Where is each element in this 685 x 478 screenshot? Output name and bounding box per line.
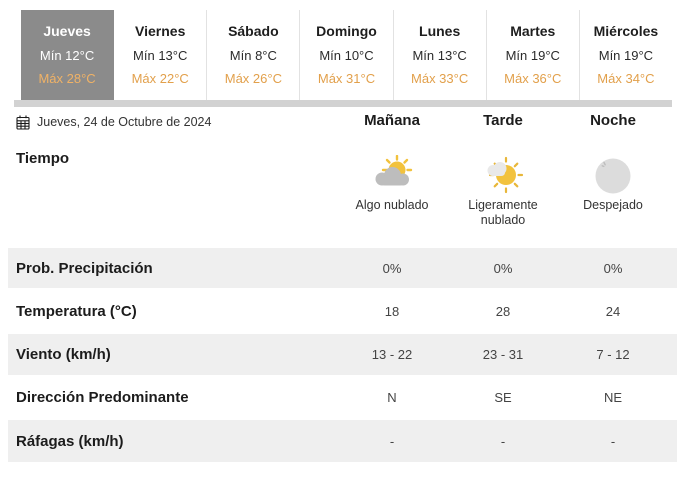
- value-cell: 0%: [603, 260, 623, 276]
- tab-min-temp: Mín 13°C: [133, 47, 188, 63]
- value-cell: -: [389, 433, 395, 449]
- tab-max-temp: Máx 34°C: [597, 71, 655, 86]
- row-prob-precipitacion: Prob. Precipitación 0% 0% 0%: [8, 248, 677, 288]
- sun-small-cloud-icon: [451, 155, 555, 195]
- value-cell: NE: [603, 390, 623, 405]
- condition-label: Algo nublado: [355, 198, 429, 212]
- row-label: Prob. Precipitación: [16, 259, 153, 277]
- selected-date-text: Jueves, 24 de Octubre de 2024: [37, 115, 212, 129]
- tab-min-temp: Mín 8°C: [229, 47, 277, 63]
- value-cell: 13 - 22: [371, 347, 413, 362]
- tab-day-label: Martes: [510, 23, 556, 39]
- tiempo-row-label: Tiempo: [16, 150, 70, 167]
- tab-lunes[interactable]: Lunes Mín 13°C Máx 33°C: [393, 10, 487, 100]
- tab-min-temp: Mín 19°C: [505, 47, 560, 63]
- value-cell: 23 - 31: [482, 347, 524, 362]
- value-cell: 7 - 12: [596, 347, 630, 362]
- tab-max-temp: Máx 36°C: [504, 71, 562, 86]
- tab-min-temp: Mín 10°C: [319, 47, 374, 63]
- tab-miercoles[interactable]: Miércoles Mín 19°C Máx 34°C: [579, 10, 672, 100]
- row-rafagas: Ráfagas (km/h) - - -: [8, 420, 677, 462]
- tab-strip-divider: [14, 100, 672, 107]
- value-cell: 0%: [493, 260, 513, 276]
- value-cell: 24: [605, 303, 621, 319]
- tab-min-temp: Mín 19°C: [598, 47, 654, 63]
- tab-min-temp: Mín 12°C: [39, 47, 95, 63]
- tab-max-temp: Máx 22°C: [131, 71, 189, 86]
- value-cell: 28: [495, 303, 511, 319]
- row-direccion-predominante: Dirección Predominante N SE NE: [8, 377, 677, 418]
- col-header-noche: Noche: [590, 112, 636, 129]
- condition-tarde: Ligeramente nublado: [451, 155, 555, 228]
- tab-sabado[interactable]: Sábado Mín 8°C Máx 26°C: [207, 10, 301, 100]
- sun-behind-cloud-icon: [340, 155, 444, 195]
- value-cell: 0%: [382, 260, 402, 276]
- tab-max-temp: Máx 31°C: [317, 71, 376, 86]
- tab-martes[interactable]: Martes Mín 19°C Máx 36°C: [486, 10, 580, 100]
- tab-day-label: Viernes: [135, 23, 186, 39]
- tab-viernes[interactable]: Viernes Mín 13°C Máx 22°C: [114, 10, 208, 100]
- tab-max-temp: Máx 26°C: [224, 71, 282, 86]
- tab-domingo[interactable]: Domingo Mín 10°C Máx 31°C: [300, 10, 394, 100]
- tab-max-temp: Máx 28°C: [38, 71, 96, 86]
- tab-day-label: Lunes: [419, 23, 461, 39]
- tab-day-label: Miércoles: [593, 23, 659, 39]
- row-temperatura: Temperatura (°C) 18 28 24: [8, 290, 677, 332]
- value-cell: -: [500, 433, 506, 449]
- selected-date-row: Jueves, 24 de Octubre de 2024: [16, 113, 211, 131]
- condition-noche: Despejado: [561, 155, 665, 213]
- row-viento: Viento (km/h) 13 - 22 23 - 31 7 - 12: [8, 334, 677, 375]
- tab-day-label: Jueves: [43, 23, 91, 39]
- tab-min-temp: Mín 13°C: [412, 47, 467, 63]
- value-cell: -: [610, 433, 616, 449]
- col-header-manana: Mañana: [364, 112, 420, 129]
- value-cell: SE: [494, 390, 512, 405]
- condition-manana: Algo nublado: [340, 155, 444, 213]
- tab-jueves[interactable]: Jueves Mín 12°C Máx 28°C: [21, 10, 115, 100]
- tab-max-temp: Máx 33°C: [411, 71, 469, 86]
- tab-day-label: Sábado: [228, 23, 279, 39]
- row-label: Viento (km/h): [16, 346, 111, 363]
- row-label: Ráfagas (km/h): [16, 432, 124, 450]
- row-label: Temperatura (°C): [16, 302, 137, 320]
- calendar-icon: [16, 115, 30, 130]
- col-header-tarde: Tarde: [483, 112, 523, 129]
- day-tab-strip: Jueves Mín 12°C Máx 28°C Viernes Mín 13°…: [21, 10, 672, 100]
- tab-day-label: Domingo: [316, 23, 377, 39]
- moon-clear-icon: [561, 155, 665, 195]
- condition-label: Despejado: [583, 198, 643, 212]
- value-cell: 18: [384, 303, 400, 319]
- condition-label: Ligeramente nublado: [468, 198, 538, 227]
- row-label: Dirección Predominante: [16, 389, 189, 406]
- value-cell: N: [387, 390, 397, 405]
